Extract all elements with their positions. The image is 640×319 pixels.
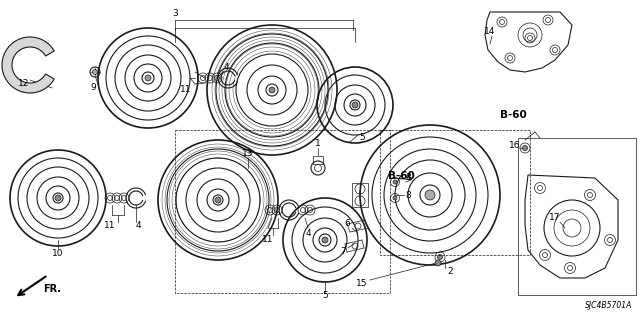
Text: 16: 16 (509, 140, 521, 150)
Circle shape (322, 237, 328, 243)
Circle shape (93, 70, 97, 75)
Text: 11: 11 (262, 235, 274, 244)
Text: 3: 3 (172, 10, 178, 19)
Text: 1: 1 (315, 139, 321, 149)
Polygon shape (2, 37, 54, 93)
Text: 8: 8 (405, 174, 411, 182)
Circle shape (425, 190, 435, 200)
Circle shape (145, 75, 151, 81)
Text: 7: 7 (340, 248, 346, 256)
Text: 2: 2 (447, 268, 453, 277)
Text: FR.: FR. (43, 284, 61, 294)
Circle shape (393, 196, 397, 200)
Circle shape (438, 255, 442, 259)
Circle shape (352, 102, 358, 108)
Circle shape (269, 87, 275, 93)
Text: 17: 17 (549, 213, 561, 222)
Text: 4: 4 (223, 63, 229, 71)
Text: 12: 12 (19, 79, 29, 88)
Text: 10: 10 (52, 249, 64, 258)
Circle shape (55, 195, 61, 201)
Text: 6: 6 (344, 219, 350, 228)
Text: 9: 9 (90, 84, 96, 93)
Text: 13: 13 (243, 150, 253, 159)
Text: 4: 4 (305, 228, 311, 238)
Text: 15: 15 (356, 278, 368, 287)
Text: 8: 8 (405, 190, 411, 199)
Text: 4: 4 (135, 221, 141, 231)
Text: B-60: B-60 (500, 110, 527, 120)
Circle shape (215, 197, 221, 203)
Circle shape (393, 180, 397, 184)
Text: SJC4B5701A: SJC4B5701A (584, 301, 632, 310)
Text: 5: 5 (322, 291, 328, 300)
Text: 11: 11 (104, 221, 116, 231)
Circle shape (522, 145, 527, 151)
Text: 11: 11 (180, 85, 192, 94)
Text: 5: 5 (359, 133, 365, 143)
Text: B-60: B-60 (388, 171, 415, 181)
Text: 14: 14 (484, 27, 496, 36)
Circle shape (435, 260, 441, 266)
